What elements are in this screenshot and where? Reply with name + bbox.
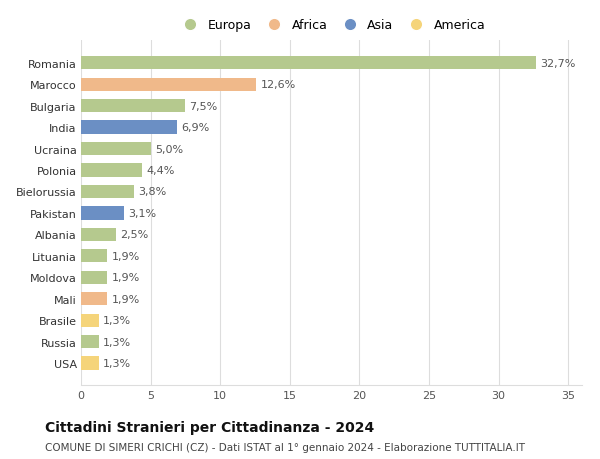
Text: 4,4%: 4,4% bbox=[146, 166, 175, 176]
Text: 2,5%: 2,5% bbox=[120, 230, 148, 240]
Text: 6,9%: 6,9% bbox=[181, 123, 209, 133]
Text: 3,1%: 3,1% bbox=[128, 208, 157, 218]
Text: 1,3%: 1,3% bbox=[103, 315, 131, 325]
Text: 12,6%: 12,6% bbox=[260, 80, 296, 90]
Bar bbox=[81, 292, 107, 306]
Text: 1,3%: 1,3% bbox=[103, 337, 131, 347]
Text: COMUNE DI SIMERI CRICHI (CZ) - Dati ISTAT al 1° gennaio 2024 - Elaborazione TUTT: COMUNE DI SIMERI CRICHI (CZ) - Dati ISTA… bbox=[45, 442, 525, 452]
Bar bbox=[81, 57, 536, 70]
Text: Cittadini Stranieri per Cittadinanza - 2024: Cittadini Stranieri per Cittadinanza - 2… bbox=[45, 420, 374, 434]
Legend: Europa, Africa, Asia, America: Europa, Africa, Asia, America bbox=[175, 17, 488, 34]
Bar bbox=[81, 78, 256, 92]
Text: 32,7%: 32,7% bbox=[540, 59, 575, 68]
Text: 5,0%: 5,0% bbox=[155, 144, 183, 154]
Bar bbox=[81, 271, 107, 284]
Text: 1,9%: 1,9% bbox=[112, 294, 140, 304]
Bar bbox=[81, 314, 99, 327]
Text: 1,9%: 1,9% bbox=[112, 251, 140, 261]
Bar bbox=[81, 164, 142, 177]
Text: 1,3%: 1,3% bbox=[103, 358, 131, 368]
Bar bbox=[81, 143, 151, 156]
Bar bbox=[81, 121, 177, 134]
Text: 3,8%: 3,8% bbox=[138, 187, 166, 197]
Bar bbox=[81, 207, 124, 220]
Text: 7,5%: 7,5% bbox=[190, 101, 218, 112]
Bar bbox=[81, 185, 134, 199]
Bar bbox=[81, 357, 99, 370]
Bar bbox=[81, 228, 116, 241]
Bar bbox=[81, 335, 99, 348]
Bar bbox=[81, 100, 185, 113]
Text: 1,9%: 1,9% bbox=[112, 273, 140, 283]
Bar bbox=[81, 250, 107, 263]
